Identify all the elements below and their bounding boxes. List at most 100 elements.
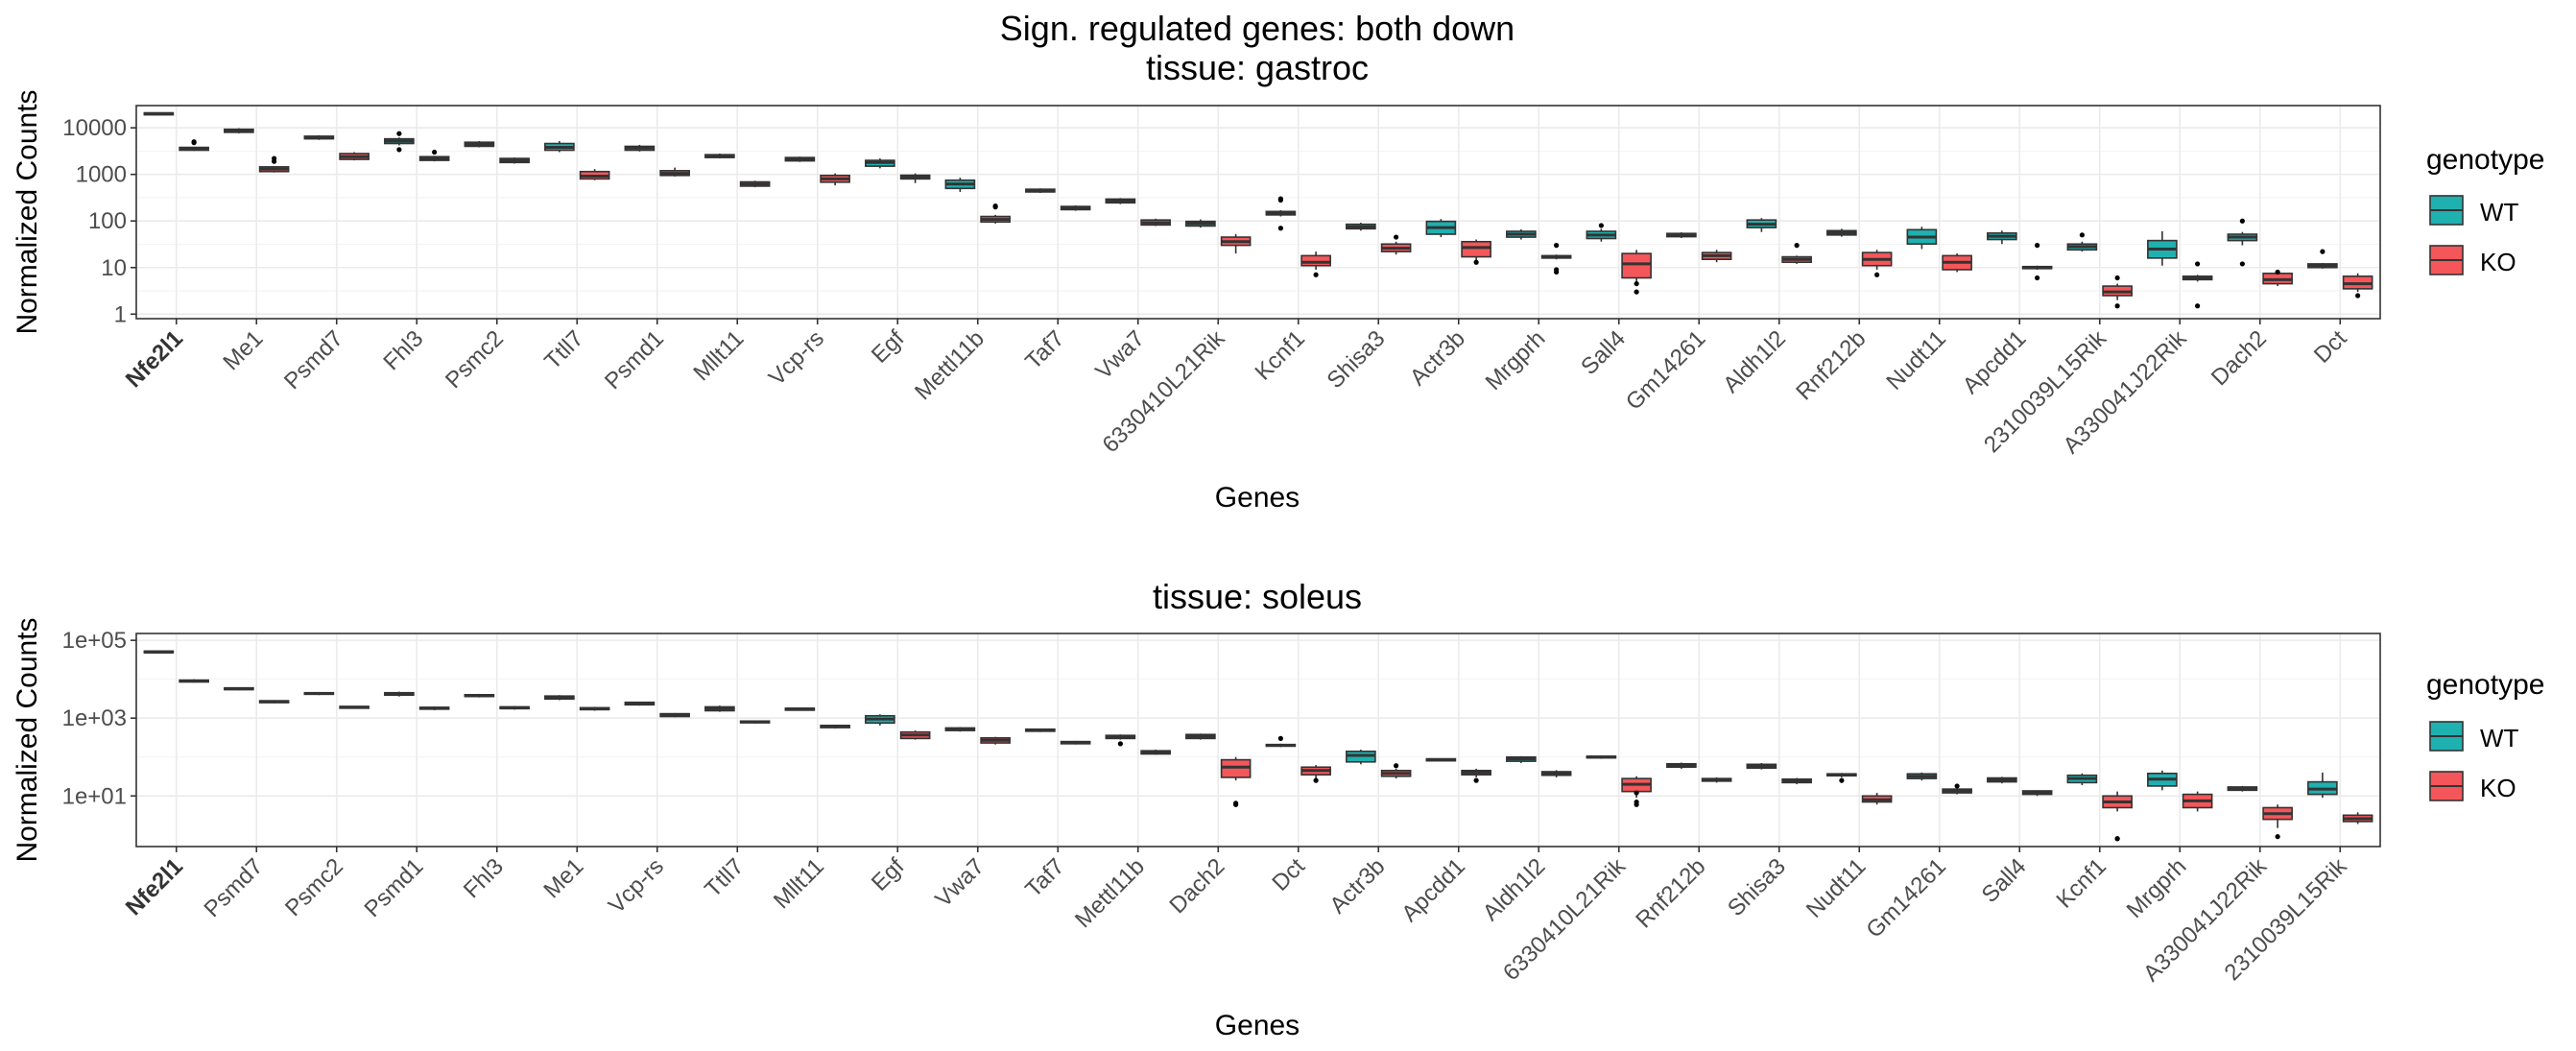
outlier-point (1634, 289, 1639, 295)
x-tick-label-taf7: Taf7 (1020, 853, 1069, 902)
outlier-point (1598, 223, 1604, 228)
box-wt-aldh1l2 (1506, 755, 1537, 764)
box-iqr (1220, 758, 1252, 778)
box-ko-mrgprh (1540, 243, 1572, 275)
x-tick-label-apcdd1: Apcdd1 (1958, 325, 2032, 399)
box-ko-a330041j22rik (2182, 261, 2213, 309)
x-tick-label-mllt11: Mllt11 (688, 325, 749, 386)
x-tick-label-gm14261: Gm14261 (1861, 853, 1951, 944)
box-ko-psmd1 (659, 167, 690, 177)
box-wt-psmd7 (224, 686, 254, 691)
box-wt-apcdd1 (1425, 757, 1457, 762)
legend-gastroc: genotype WT KO (2426, 144, 2544, 276)
outlier-point (1313, 777, 1319, 783)
box-ko-sall4 (1621, 250, 1652, 295)
box-wt-ttll7 (704, 705, 735, 712)
y-tick-label: 1e+05 (62, 628, 127, 654)
box-ko-me1 (579, 706, 610, 711)
y-tick-label: 10 (101, 255, 127, 281)
box-wt-gm14261 (1666, 232, 1697, 239)
x-tick-label-ttll7: Ttll7 (539, 325, 588, 374)
legend-label-ko: KO (2480, 248, 2516, 276)
x-tick-label-dct: Dct (2309, 325, 2352, 369)
x-tick-label-nfe2l1: Nfe2l1 (121, 325, 188, 393)
box-ko-dct (2342, 273, 2373, 299)
x-tick-label-rnf212b: Rnf212b (1791, 325, 1871, 405)
box-ko-shisa3 (1781, 777, 1812, 785)
x-tick-label-kcnf1: Kcnf1 (1251, 325, 1310, 385)
box-wt-gm14261 (1906, 772, 1938, 781)
outlier-point (2355, 293, 2361, 299)
box-wt-dach2 (1185, 733, 1216, 740)
box-wt-kcnf1 (2066, 773, 2098, 785)
box-wt-dct (1265, 735, 1297, 748)
box-ko-me1 (258, 155, 290, 173)
outlier-point (432, 149, 438, 155)
outlier-point (2114, 303, 2120, 309)
box-ko-kcnf1 (1300, 251, 1331, 277)
box-wt-me1 (544, 695, 575, 701)
box-wt-ttll7 (544, 140, 575, 153)
box-wt-mrgprh (1506, 228, 1537, 240)
y-tick-label: 1 (114, 301, 127, 327)
outlier-point (1277, 735, 1283, 741)
box-ko-nfe2l1 (179, 139, 209, 152)
outlier-point (2114, 275, 2120, 281)
box-wt-fhl3 (384, 131, 415, 153)
x-tick-label-mettl11b: Mettl11b (1070, 853, 1150, 933)
outlier-point (1277, 196, 1283, 202)
y-tick-label: 10000 (62, 115, 127, 141)
outlier-point (2114, 836, 2120, 842)
x-tick-label-vwa7: Vwa7 (1090, 325, 1150, 385)
outlier-point (2239, 218, 2245, 224)
box-iqr (1461, 240, 1491, 258)
panel-gastroc: tissue: gastroc 1 10 100 1000 10000 Nfe2l1 Me… (12, 48, 2381, 514)
box-ko-gm14261 (1701, 250, 1732, 263)
box-ko-aldh1l2 (1781, 243, 1812, 264)
outlier-point (1277, 226, 1283, 231)
x-tick-label-fhl3: Fhl3 (459, 853, 509, 903)
y-tick-label: 1000 (76, 162, 127, 188)
box-ko-psmd7 (258, 700, 290, 704)
box-wt-mllt11 (784, 707, 816, 711)
legend-label-ko: KO (2480, 774, 2516, 802)
box-ko-dct (1300, 765, 1331, 783)
x-tick-label-dach2: Dach2 (1164, 853, 1229, 919)
outlier-point (2195, 303, 2201, 309)
box-ko-2310039l15rik (2102, 275, 2133, 309)
box-ko-shisa3 (1380, 234, 1412, 255)
box-ko-6330410l21rik (1220, 234, 1252, 254)
x-tick-label-taf7: Taf7 (1020, 325, 1069, 374)
box-wt-mrgprh (2147, 770, 2178, 791)
x-tick-label-actr3b: Actr3b (1324, 853, 1390, 919)
box-wt-me1 (224, 128, 254, 133)
box-ko-rnf212b (1861, 250, 1893, 277)
outlier-point (2239, 261, 2245, 267)
box-ko-6330410l21rik (1621, 776, 1652, 807)
box-wt-rnf212b (1826, 228, 1857, 237)
box-wt-taf7 (1025, 188, 1056, 194)
box-ko-dach2 (2262, 269, 2293, 287)
x-tick-label-mrgprh: Mrgprh (2122, 853, 2192, 923)
box-ko-apcdd1 (2021, 243, 2053, 281)
box-wt-a330041j22rik (2227, 785, 2258, 792)
legend-title: genotype (2426, 144, 2544, 176)
box-ko-psmd7 (339, 152, 370, 161)
x-tick-label-actr3b: Actr3b (1405, 325, 1470, 391)
box-wt-vcp-rs (784, 156, 816, 162)
box-ko-aldh1l2 (1540, 770, 1572, 777)
box-wt-nfe2l1 (143, 650, 175, 654)
x-tick-label-shisa3: Shisa3 (1723, 853, 1791, 921)
x-tick-label-mrgprh: Mrgprh (1481, 325, 1551, 395)
x-tick-label-nudt11: Nudt11 (1801, 853, 1872, 923)
x-tick-label-egf: Egf (867, 325, 910, 369)
box-wt-actr3b (1425, 219, 1457, 238)
box-ko-a330041j22rik (2262, 804, 2293, 840)
outlier-point (1473, 259, 1479, 265)
box-ko-actr3b (1461, 239, 1491, 265)
box-ko-kcnf1 (2102, 791, 2133, 842)
x-tick-label-sall4: Sall4 (1576, 325, 1631, 380)
outlier-point (396, 147, 402, 153)
